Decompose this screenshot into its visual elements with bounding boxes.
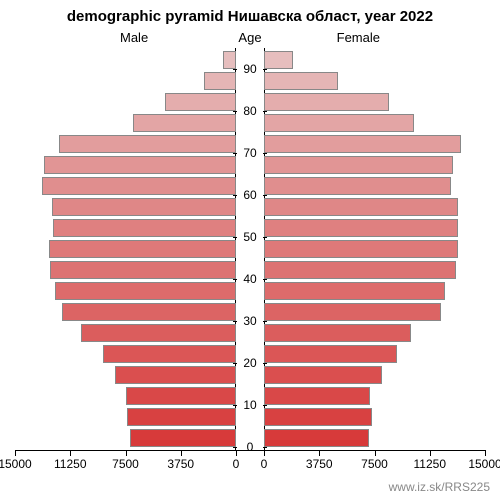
x-tick-female-15000-mark [485,450,486,456]
female-bar-65 [264,156,453,174]
y-tick-90: 90 [236,62,264,76]
female-bar-15 [264,366,382,384]
y-tick-mark-female-80 [263,111,267,112]
y-tick-10: 10 [236,398,264,412]
age-axis: 0102030405060708090 [236,48,264,450]
female-column-label: Female [337,30,380,45]
male-bar-75 [133,114,236,132]
female-bar-40 [264,261,456,279]
male-bar-20 [103,345,236,363]
x-tick-male-0: 0 [233,457,240,471]
y-tick-20: 20 [236,356,264,370]
female-bar-20 [264,345,397,363]
female-bar-70 [264,135,461,153]
male-bar-55 [52,198,236,216]
y-tick-mark-female-20 [263,363,267,364]
male-bar-25 [81,324,236,342]
y-tick-60: 60 [236,188,264,202]
x-tick-male-3750-mark [181,450,182,456]
female-bar-5 [264,408,372,426]
female-half [264,48,485,450]
age-column-label: Age [0,30,500,45]
y-tick-50: 50 [236,230,264,244]
x-tick-male-7500-mark [126,450,127,456]
female-bar-35 [264,282,445,300]
x-tick-male-11250-mark [70,450,71,456]
chart-title: demographic pyramid Нишавска област, yea… [0,8,500,25]
male-bar-15 [115,366,236,384]
male-bar-60 [42,177,236,195]
female-bar-90 [264,51,293,69]
female-bar-0 [264,429,369,447]
y-tick-mark-female-90 [263,69,267,70]
male-bar-5 [127,408,236,426]
y-tick-mark-female-70 [263,153,267,154]
y-tick-mark-female-30 [263,321,267,322]
male-bar-35 [55,282,236,300]
male-bar-40 [50,261,236,279]
y-tick-mark-female-10 [263,405,267,406]
female-bar-50 [264,219,458,237]
x-tick-female-7500-mark [375,450,376,456]
x-tick-male-3750: 3750 [167,457,194,471]
female-bar-45 [264,240,458,258]
y-tick-mark-female-40 [263,279,267,280]
x-tick-male-0-mark [236,450,237,456]
male-bar-10 [126,387,237,405]
y-tick-mark-female-50 [263,237,267,238]
x-tick-female-15000: 15000 [468,457,500,471]
x-tick-female-11250: 11250 [414,457,446,471]
watermark: www.iz.sk/RRS225 [389,480,490,494]
x-tick-female-0-mark [264,450,265,456]
male-half [15,48,236,450]
y-tick-mark-female-0 [263,447,267,448]
male-bar-85 [204,72,236,90]
male-bar-50 [53,219,236,237]
female-bar-60 [264,177,451,195]
male-bar-90 [223,51,236,69]
male-bar-65 [44,156,236,174]
y-tick-80: 80 [236,104,264,118]
pyramid-chart: 0102030405060708090 [15,48,485,450]
female-bar-30 [264,303,441,321]
y-tick-70: 70 [236,146,264,160]
female-bar-10 [264,387,370,405]
male-bar-30 [62,303,236,321]
x-axis: 00375037507500750011250112501500015000 [15,450,485,470]
x-tick-female-0: 0 [261,457,268,471]
male-bar-80 [165,93,236,111]
male-bar-70 [59,135,236,153]
male-bar-0 [130,429,236,447]
x-tick-male-15000-mark [15,450,16,456]
x-tick-female-11250-mark [430,450,431,456]
y-tick-40: 40 [236,272,264,286]
female-bar-55 [264,198,458,216]
x-tick-male-15000: 15000 [0,457,32,471]
x-tick-female-7500: 7500 [361,457,388,471]
female-bar-25 [264,324,411,342]
x-tick-male-11250: 11250 [54,457,86,471]
y-tick-30: 30 [236,314,264,328]
x-tick-female-3750-mark [319,450,320,456]
female-bar-80 [264,93,389,111]
x-tick-male-7500: 7500 [112,457,139,471]
male-bar-45 [49,240,236,258]
y-tick-mark-female-60 [263,195,267,196]
x-tick-female-3750: 3750 [306,457,333,471]
female-bar-75 [264,114,414,132]
female-bar-85 [264,72,338,90]
